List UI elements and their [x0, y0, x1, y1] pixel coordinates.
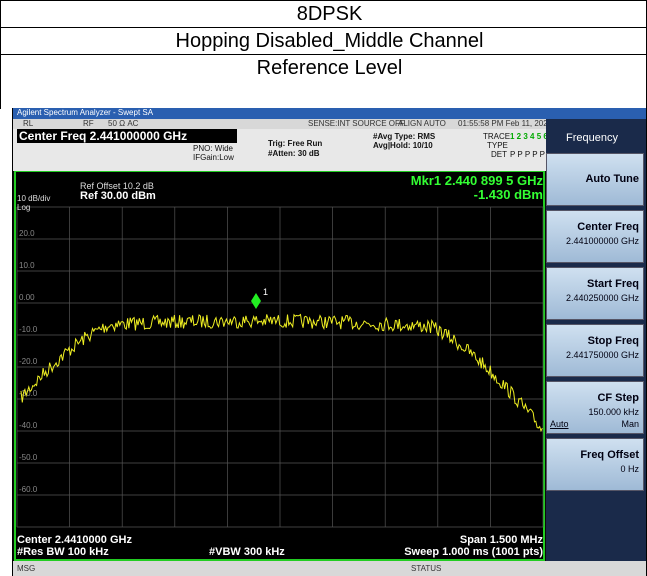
ref-offset: Ref Offset 10.2 dB — [80, 181, 154, 191]
vbw-label: #VBW 300 kHz — [209, 546, 285, 558]
info-text: Avg|Hold: 10/10 — [373, 141, 433, 150]
status-text: 50 Ω AC — [108, 119, 139, 128]
softkey[interactable]: Stop Freq 2.441750000 GHz — [546, 324, 644, 377]
ref-level: Ref 30.00 dBm — [80, 190, 156, 202]
softkey-label: Center Freq — [577, 221, 639, 233]
softkey-label: Start Freq — [587, 278, 639, 290]
title-bar — [13, 108, 646, 119]
softkey-label: Freq Offset — [580, 449, 639, 461]
y-label: -60.0 — [19, 485, 38, 494]
softkey-label: Stop Freq — [587, 335, 639, 347]
rbw-label: #Res BW 100 kHz — [17, 546, 109, 558]
trace — [20, 313, 543, 433]
y-label: 0.00 — [19, 293, 35, 302]
info-text: TRACE — [483, 132, 511, 141]
status-text: SENSE:INT SOURCE OFF — [308, 119, 405, 128]
y-label: -10.0 — [19, 325, 38, 334]
info-text: #Atten: 30 dB — [268, 149, 320, 158]
scale: 10 dB/div — [17, 194, 51, 203]
header-row: Hopping Disabled_Middle Channel — [0, 27, 647, 54]
status-text: RF — [83, 119, 94, 128]
info-text: Trig: Free Run — [268, 139, 323, 148]
softkey-auto: Auto — [550, 419, 569, 429]
status-bar — [13, 561, 646, 576]
header-row: 8DPSK — [0, 0, 647, 27]
msg-label: MSG — [17, 564, 36, 573]
center-label: Center 2.4410000 GHz — [17, 534, 132, 546]
plot: 20.0 10.0 0.00 -10.0 -20.0 -30.0 -40.0 -50.0 -60… — [14, 171, 545, 561]
softkey-value: 2.441750000 GHz — [565, 350, 639, 360]
analyzer-screen: Agilent Spectrum Analyzer - Swept SA RL … — [12, 108, 647, 576]
info-text: #Avg Type: RMS — [373, 132, 436, 141]
center-freq: Center Freq 2.441000000 GHz — [19, 129, 188, 143]
status-text: ALIGN AUTO — [398, 119, 446, 128]
y-label: 10.0 — [19, 261, 35, 270]
status-label: STATUS — [411, 564, 442, 573]
plot-frame — [14, 171, 545, 561]
softkey[interactable]: Center Freq 2.441000000 GHz — [546, 210, 644, 263]
center-freq-box — [17, 129, 237, 143]
status-text: 01:55:58 PM Feb 11, 2023 — [458, 119, 553, 128]
header-text: Reference Level — [256, 57, 403, 79]
y-label: 20.0 — [19, 229, 35, 238]
menu-title: Frequency — [566, 132, 618, 144]
marker-level: -1.430 dBm — [473, 187, 543, 202]
softkey[interactable]: Start Freq 2.440250000 GHz — [546, 267, 644, 320]
marker-freq: Mkr1 2.440 899 5 GHz — [410, 173, 543, 188]
y-label: -50.0 — [19, 453, 38, 462]
info-text: P P P P P P — [510, 150, 553, 159]
log-label: Log — [17, 203, 31, 212]
softkey-label: Auto Tune — [585, 173, 639, 185]
info-text: TYPE — [487, 141, 508, 150]
info-text: PNO: Wide — [193, 144, 234, 153]
softkey-value: 2.441000000 GHz — [565, 236, 639, 246]
y-label: -20.0 — [19, 357, 38, 366]
header-text: 8DPSK — [296, 3, 363, 25]
info-text: DET — [491, 150, 507, 159]
status-strip — [13, 119, 546, 129]
softkey-label: CF Step — [597, 392, 639, 404]
status-text: RL — [23, 119, 34, 128]
softkey[interactable]: CF Step 150.000 kHz Auto Man — [546, 381, 644, 434]
info-text: 1 2 3 4 5 6 — [510, 132, 548, 141]
y-label: -40.0 — [19, 421, 38, 430]
info-text: IFGain:Low — [193, 153, 234, 162]
title-text: Agilent Spectrum Analyzer - Swept SA — [17, 108, 154, 117]
marker — [251, 293, 261, 309]
header-text: Hopping Disabled_Middle Channel — [175, 30, 484, 52]
softkey-value: 150.000 kHz — [588, 407, 639, 417]
sweep-label: Sweep 1.000 ms (1001 pts) — [404, 546, 543, 558]
softkey[interactable]: Auto Tune — [546, 153, 644, 206]
softkey-value: 0 Hz — [620, 464, 639, 474]
softkey[interactable]: Freq Offset 0 Hz — [546, 438, 644, 491]
softkey-value: 2.440250000 GHz — [565, 293, 639, 303]
header-row: Reference Level — [0, 54, 647, 109]
marker-label: 1 — [263, 287, 268, 297]
y-label: -30.0 — [19, 389, 38, 398]
span-label: Span 1.500 MHz — [459, 534, 543, 546]
softkey-man: Man — [621, 419, 639, 429]
